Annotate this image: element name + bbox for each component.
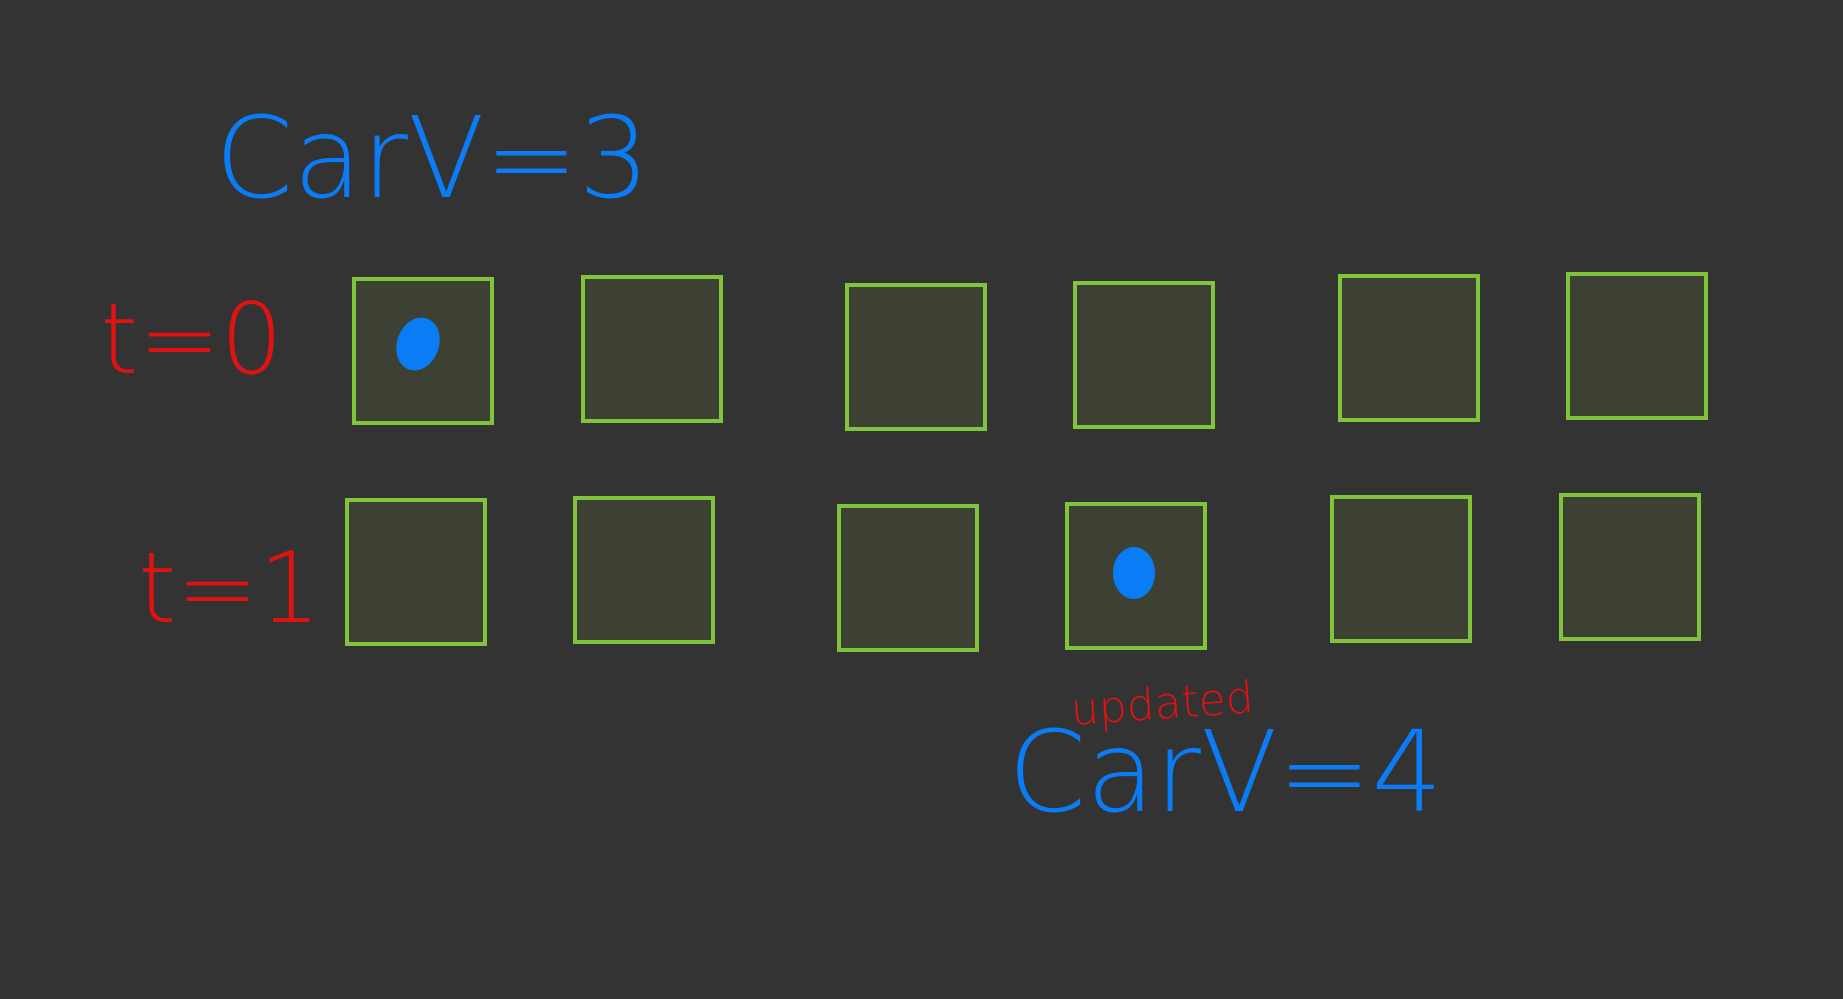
updated-superscript-label: updated <box>1069 672 1255 736</box>
road-cell <box>1330 495 1472 643</box>
car-velocity-initial-label: CarV=3 <box>215 94 650 224</box>
row-label-t0: t=0 <box>100 283 283 397</box>
road-cell <box>1566 272 1708 420</box>
road-cell <box>1073 281 1215 429</box>
road-cell <box>573 496 715 644</box>
road-cell <box>345 498 487 646</box>
road-cell <box>1559 493 1701 641</box>
road-cell <box>845 283 987 431</box>
car-dot-t0 <box>396 317 440 371</box>
row-t1 <box>345 493 1701 652</box>
road-cell <box>837 504 979 652</box>
car-dot-t1 <box>1113 547 1155 599</box>
row-label-t1: t=1 <box>138 532 321 646</box>
car-velocity-updated-label: CarV=4 <box>1008 708 1443 838</box>
row-t0 <box>352 272 1708 431</box>
road-cell <box>1338 274 1480 422</box>
road-cell <box>581 275 723 423</box>
